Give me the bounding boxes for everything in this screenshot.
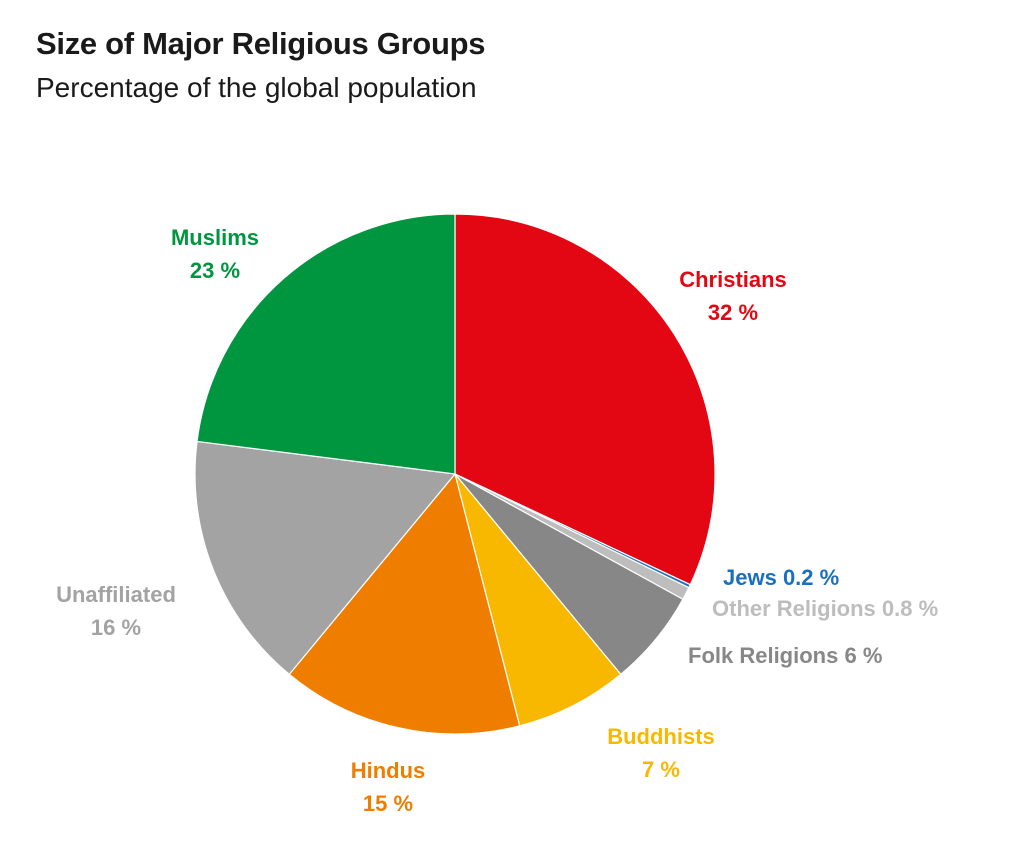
label-value: 16 % xyxy=(91,615,141,640)
label-folk-religions: Folk Religions 6 % xyxy=(688,643,882,668)
label-name: Hindus xyxy=(351,758,426,783)
label-jews: Jews 0.2 % xyxy=(723,565,839,590)
label-name: Muslims xyxy=(171,225,259,250)
pie-slices xyxy=(194,213,716,735)
pie-slice-christians xyxy=(454,213,716,586)
pie-slice-muslims xyxy=(196,213,456,475)
label-value: 0.2 % xyxy=(783,565,839,590)
label-christians: Christians 32 % xyxy=(679,267,787,325)
label-value: 32 % xyxy=(708,300,758,325)
label-name: Folk Religions xyxy=(688,643,844,668)
label-muslims: Muslims 23 % xyxy=(171,225,259,283)
chart-title: Size of Major Religious Groups xyxy=(36,26,486,61)
label-name: Buddhists xyxy=(607,724,715,749)
label-name: Other Religions xyxy=(712,596,882,621)
label-name: Christians xyxy=(679,267,787,292)
label-name: Jews xyxy=(723,565,783,590)
label-other-religions: Other Religions 0.8 % xyxy=(712,596,938,621)
chart-subtitle: Percentage of the global population xyxy=(36,72,477,103)
label-value: 15 % xyxy=(363,791,413,816)
label-value: 6 % xyxy=(844,643,882,668)
pie-slice-unaffiliated xyxy=(194,440,457,676)
pie-slice-hindus xyxy=(288,472,521,735)
label-value: 7 % xyxy=(642,757,680,782)
pie-labels: Christians 32 % Jews 0.2 % Other Religions … xyxy=(56,225,938,816)
label-unaffiliated: Unaffiliated 16 % xyxy=(56,582,176,640)
label-value: 23 % xyxy=(190,258,240,283)
label-value: 0.8 % xyxy=(882,596,938,621)
label-hindus: Hindus 15 % xyxy=(351,758,426,816)
pie-slice-buddhists xyxy=(454,473,622,727)
label-buddhists: Buddhists 7 % xyxy=(607,724,715,782)
label-name: Unaffiliated xyxy=(56,582,176,607)
